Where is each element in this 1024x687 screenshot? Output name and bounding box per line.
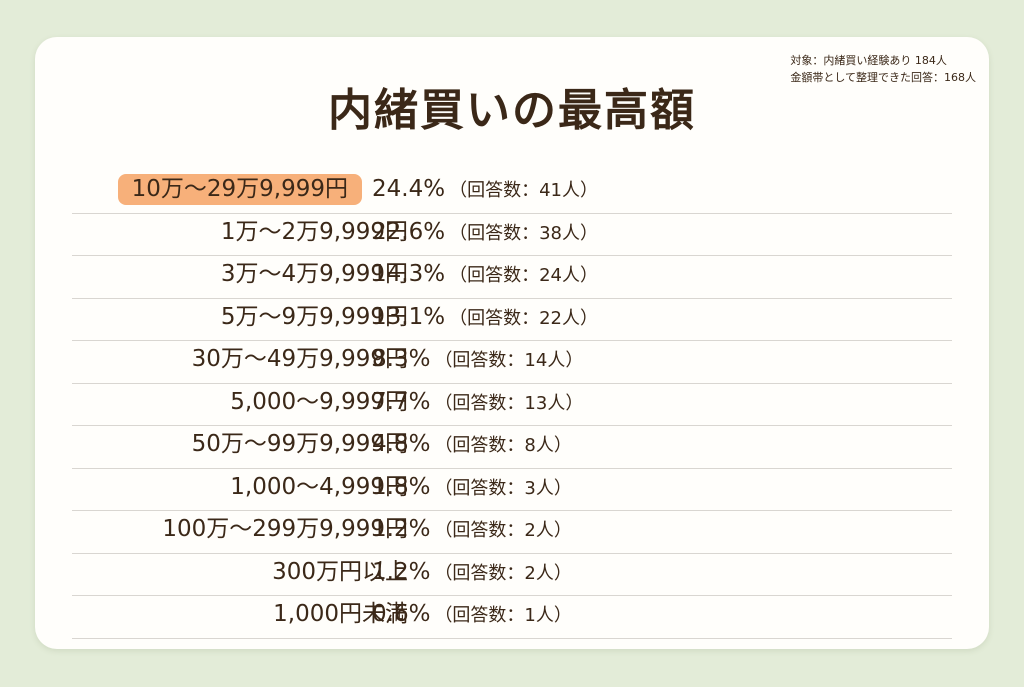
- row-percent: 24.4%: [372, 176, 446, 202]
- row-count: （回答数：2人）: [434, 520, 572, 541]
- row-percent: 4.8%: [372, 431, 431, 457]
- row-count: （回答数：13人）: [434, 392, 584, 414]
- results-table: 10万〜29万9,999円 24.4% （回答数：41人） 1万〜2万9,999円 22…: [72, 171, 952, 639]
- note-line-1: 対象：内緒買い経験あり 184人: [790, 54, 947, 67]
- row-percent: 13.1%: [372, 303, 446, 330]
- row-percent: 1.8%: [372, 473, 431, 500]
- row-percent-cell: 4.8% （回答数：8人）: [372, 429, 572, 460]
- row-label: 5,000〜9,999円: [230, 388, 408, 415]
- row-label: 5万〜9万9,999円: [220, 303, 408, 330]
- row-count: （回答数：2人）: [434, 562, 572, 584]
- row-percent-cell: 13.1% （回答数：22人）: [372, 302, 598, 333]
- table-row: 30万〜49万9,999円 8.3% （回答数：14人）: [72, 341, 952, 384]
- row-percent-cell: 8.3% （回答数：14人）: [372, 344, 583, 375]
- row-percent: 8.3%: [372, 346, 431, 372]
- row-percent-cell: 7.7% （回答数：13人）: [372, 387, 583, 418]
- survey-note: 対象：内緒買い経験あり 184人 金額帯として整理できた回答：168人: [790, 52, 976, 86]
- row-label: 30万〜49万9,999円: [191, 346, 408, 372]
- row-count: （回答数：1人）: [434, 605, 572, 626]
- row-count: （回答数：3人）: [434, 477, 572, 499]
- row-count: （回答数：8人）: [434, 435, 572, 456]
- row-label: 10万〜29万9,999円: [117, 174, 362, 205]
- row-label: 1,000〜4,999円: [230, 473, 408, 500]
- table-row: 5,000〜9,999円 7.7% （回答数：13人）: [72, 384, 952, 426]
- table-row: 100万〜299万9,999円 1.2% （回答数：2人）: [72, 511, 952, 554]
- row-percent: 0.6%: [372, 601, 431, 627]
- table-row: 5万〜9万9,999円 13.1% （回答数：22人）: [72, 299, 952, 341]
- row-count: （回答数：38人）: [449, 222, 598, 244]
- row-percent-cell: 24.4% （回答数：41人）: [372, 174, 598, 205]
- table-row: 1万〜2万9,999円 22.6% （回答数：38人）: [72, 214, 952, 256]
- row-label: 1,000円未満: [273, 601, 408, 627]
- row-label: 300万円以上: [272, 558, 408, 585]
- table-row: 10万〜29万9,999円 24.4% （回答数：41人）: [72, 171, 952, 214]
- row-percent: 1.2%: [372, 516, 431, 542]
- note-line-2: 金額帯として整理できた回答：168人: [790, 71, 976, 84]
- table-row: 50万〜99万9,999円 4.8% （回答数：8人）: [72, 426, 952, 469]
- row-percent: 1.2%: [372, 558, 431, 585]
- row-percent-cell: 0.6% （回答数：1人）: [372, 599, 572, 630]
- row-percent-cell: 1.2% （回答数：2人）: [372, 557, 572, 588]
- row-count: （回答数：22人）: [449, 307, 598, 329]
- table-row: 1,000〜4,999円 1.8% （回答数：3人）: [72, 469, 952, 511]
- row-label: 100万〜299万9,999円: [162, 516, 408, 542]
- table-row: 1,000円未満 0.6% （回答数：1人）: [72, 596, 952, 639]
- row-percent-cell: 1.2% （回答数：2人）: [372, 514, 572, 545]
- row-count: （回答数：14人）: [434, 350, 584, 371]
- row-count: （回答数：41人）: [449, 180, 598, 201]
- table-row: 3万〜4万9,999円 14.3% （回答数：24人）: [72, 256, 952, 299]
- table-row: 300万円以上 1.2% （回答数：2人）: [72, 554, 952, 596]
- row-percent-cell: 22.6% （回答数：38人）: [372, 217, 598, 248]
- row-percent: 7.7%: [372, 388, 431, 415]
- row-percent: 14.3%: [372, 261, 446, 287]
- row-label: 3万〜4万9,999円: [220, 261, 408, 287]
- card: [35, 37, 989, 649]
- row-label: 50万〜99万9,999円: [191, 431, 408, 457]
- chart-title: 内緒買いの最高額: [328, 85, 696, 136]
- row-count: （回答数：24人）: [449, 265, 598, 286]
- row-percent-cell: 1.8% （回答数：3人）: [372, 472, 572, 503]
- row-percent: 22.6%: [372, 218, 446, 245]
- row-label: 1万〜2万9,999円: [220, 218, 408, 245]
- row-percent-cell: 14.3% （回答数：24人）: [372, 259, 598, 290]
